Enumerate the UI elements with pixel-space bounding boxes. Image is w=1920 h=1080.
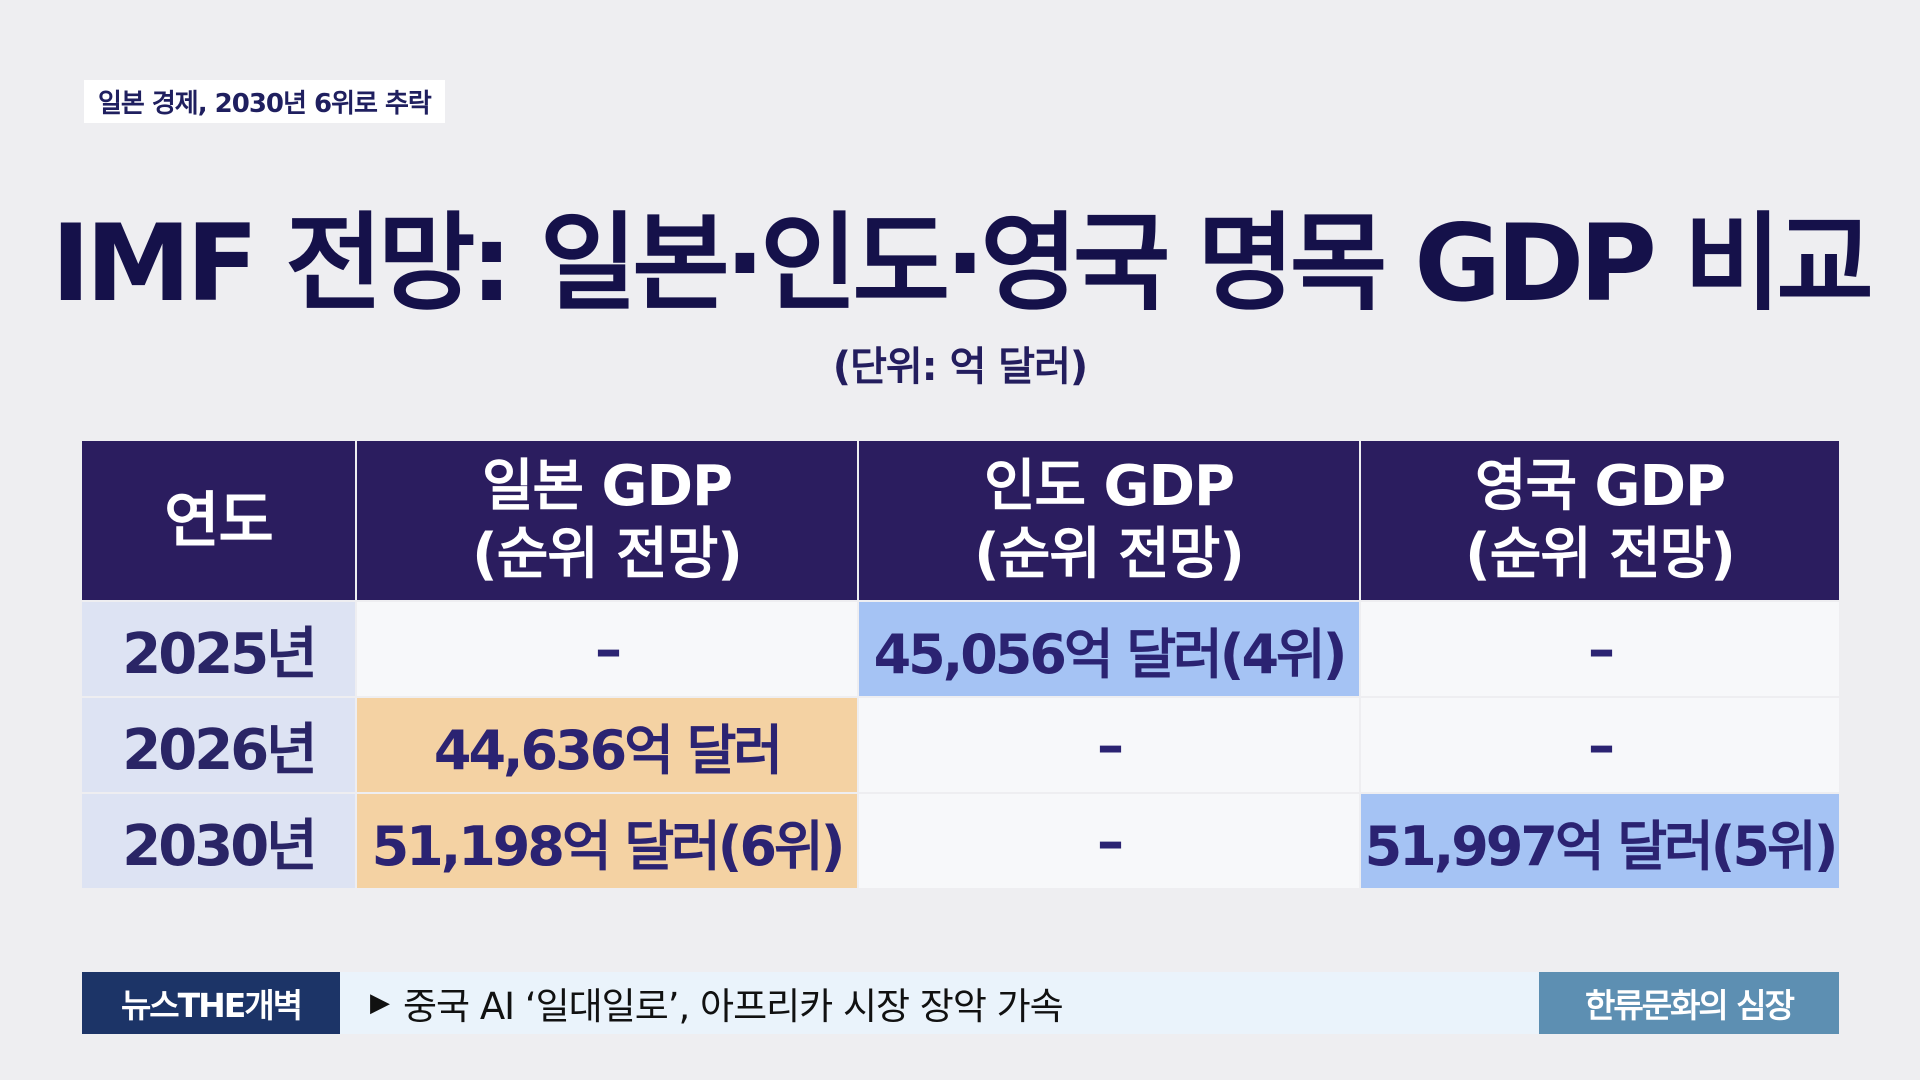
ticker-headline: ▶ 중국 AI ‘일대일로’, 아프리카 시장 장악 가속 <box>370 972 1064 1034</box>
row-2026-japan: 44,636억 달러 <box>357 698 857 792</box>
row-2030-india: – <box>859 794 1359 888</box>
header-japan-line1: 일본 GDP <box>481 453 733 519</box>
row-2026-year: 2026년 <box>82 698 355 792</box>
header-uk-line2: (순위 전망) <box>1465 521 1736 587</box>
header-uk-line1: 영국 GDP <box>1474 453 1726 519</box>
row-2025-japan: – <box>357 602 857 696</box>
topic-tag: 일본 경제, 2030년 6위로 추락 <box>84 80 445 123</box>
header-uk: 영국 GDP (순위 전망) <box>1361 441 1839 600</box>
header-india: 인도 GDP (순위 전망) <box>859 441 1359 600</box>
header-india-line2: (순위 전망) <box>974 521 1245 587</box>
row-2030-uk: 51,997억 달러(5위) <box>1361 794 1839 888</box>
row-2025-india: 45,056억 달러(4위) <box>859 602 1359 696</box>
row-2026-india: – <box>859 698 1359 792</box>
row-2030-year: 2030년 <box>82 794 355 888</box>
row-2025-year: 2025년 <box>82 602 355 696</box>
ticker-brand-label: 뉴스THE개벽 <box>82 972 340 1034</box>
row-2030-japan: 51,198억 달러(6위) <box>357 794 857 888</box>
row-2025-uk: – <box>1361 602 1839 696</box>
main-title: IMF 전망: 일본·인도·영국 명목 GDP 비교 <box>51 202 1874 325</box>
news-ticker-bar: 뉴스THE개벽 ▶ 중국 AI ‘일대일로’, 아프리카 시장 장악 가속 한류… <box>82 972 1839 1034</box>
ticker-headline-text: 중국 AI ‘일대일로’, 아프리카 시장 장악 가속 <box>403 985 1064 1028</box>
row-2026-uk: – <box>1361 698 1839 792</box>
header-japan: 일본 GDP (순위 전망) <box>357 441 857 600</box>
ticker-slogan: 한류문화의 심장 <box>1539 972 1839 1034</box>
gdp-comparison-table: 연도 일본 GDP (순위 전망) 인도 GDP (순위 전망) 영국 GDP … <box>82 441 1839 888</box>
unit-subtitle: (단위: 억 달러) <box>832 344 1088 390</box>
header-year: 연도 <box>82 441 355 600</box>
header-year-label: 연도 <box>164 485 273 556</box>
header-japan-line2: (순위 전망) <box>472 521 743 587</box>
play-triangle-icon: ▶ <box>370 988 390 1018</box>
header-india-line1: 인도 GDP <box>983 453 1235 519</box>
